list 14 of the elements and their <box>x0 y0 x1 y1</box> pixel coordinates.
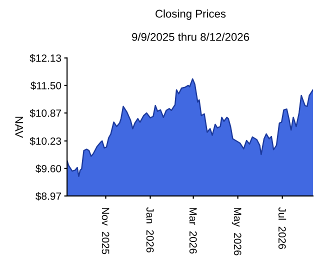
y-axis-title: NAV <box>15 116 23 138</box>
x-tick-label: Nov 2025 <box>102 208 110 254</box>
y-tick-label: $8.97 <box>36 192 61 200</box>
x-tick-label: Jul 2026 <box>278 207 286 249</box>
chart-subtitle: 9/9/2025 thru 8/12/2026 <box>132 32 250 41</box>
y-tick-label: $12.13 <box>30 54 62 62</box>
x-tick-label: May 2026 <box>232 208 242 256</box>
x-tick-label: Mar 2026 <box>189 208 197 254</box>
y-tick-label: $10.87 <box>30 109 61 118</box>
y-tick-label: $9.60 <box>36 164 62 173</box>
y-tick-label: $11.50 <box>30 82 62 90</box>
chart-title: Closing Prices <box>156 10 226 20</box>
y-tick-label: $10.23 <box>30 137 62 146</box>
x-tick-label: Jan 2026 <box>146 207 154 252</box>
